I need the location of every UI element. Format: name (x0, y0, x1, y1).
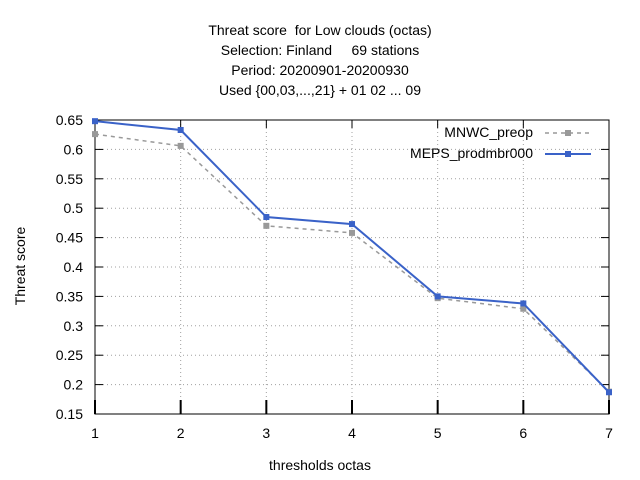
y-tick-label: 0.5 (64, 200, 84, 216)
y-tick-label: 0.25 (56, 347, 83, 363)
legend-marker-0 (565, 130, 571, 136)
data-point-0 (349, 229, 355, 236)
x-tick-label: 6 (519, 425, 527, 441)
x-axis-label: thresholds octas (269, 457, 371, 473)
x-tick-label: 7 (605, 425, 613, 441)
data-point-1 (606, 389, 612, 396)
y-tick-label: 0.15 (56, 406, 83, 422)
title-line-1: Threat score for Low clouds (octas) (208, 22, 432, 38)
data-point-0 (92, 131, 98, 138)
data-point-0 (263, 222, 270, 229)
y-tick-label: 0.3 (64, 318, 84, 334)
data-point-1 (177, 126, 184, 133)
data-point-0 (520, 305, 527, 312)
data-point-1 (520, 300, 527, 307)
y-tick-label: 0.45 (56, 230, 83, 246)
title-line-3: Period: 20200901-20200930 (231, 62, 409, 78)
legend-label-meps: MEPS_prodmbr000 (410, 145, 533, 161)
x-tick-label: 5 (434, 425, 442, 441)
y-tick-label: 0.4 (64, 259, 84, 275)
y-axis-label: Threat score (12, 226, 28, 306)
data-point-1 (263, 214, 270, 221)
data-point-1 (92, 118, 98, 125)
legend-marker-1 (565, 151, 571, 157)
y-tick-label: 0.6 (64, 141, 84, 157)
x-tick-label: 2 (177, 425, 185, 441)
x-tick-label: 3 (262, 425, 270, 441)
x-tick-label: 1 (91, 425, 99, 441)
data-point-1 (434, 293, 441, 300)
y-tick-label: 0.65 (56, 112, 83, 128)
data-point-1 (349, 221, 355, 228)
y-tick-label: 0.35 (56, 288, 83, 304)
x-tick-label: 4 (348, 425, 356, 441)
data-point-0 (177, 142, 184, 149)
legend-label-mnwc: MNWC_preop (444, 124, 533, 140)
y-tick-label: 0.55 (56, 171, 83, 187)
y-tick-label: 0.2 (64, 377, 84, 393)
title-line-4: Used {00,03,...,21} + 01 02 ... 09 (219, 82, 421, 98)
title-line-2: Selection: Finland 69 stations (220, 42, 420, 58)
